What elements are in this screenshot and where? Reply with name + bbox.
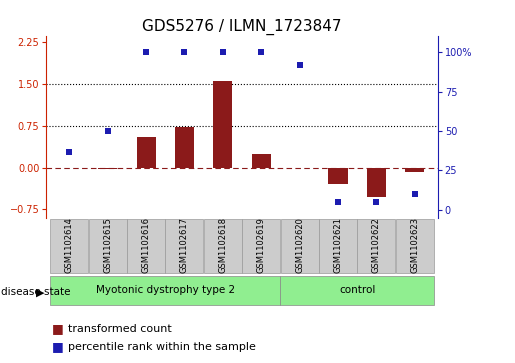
Point <box>219 49 227 55</box>
Bar <box>281 276 434 305</box>
Text: ▶: ▶ <box>36 287 45 297</box>
Bar <box>50 276 281 305</box>
Text: GSM1102620: GSM1102620 <box>295 217 304 273</box>
Text: ■: ■ <box>52 322 63 335</box>
Bar <box>329 168 348 184</box>
Text: GSM1102617: GSM1102617 <box>180 217 189 273</box>
Point <box>334 199 342 205</box>
Bar <box>89 219 127 273</box>
Bar <box>204 219 242 273</box>
Bar <box>50 219 89 273</box>
Bar <box>319 219 357 273</box>
Bar <box>281 219 319 273</box>
Bar <box>357 219 396 273</box>
Bar <box>242 219 280 273</box>
Point <box>65 148 74 154</box>
Text: GSM1102623: GSM1102623 <box>410 217 419 273</box>
Text: GSM1102618: GSM1102618 <box>218 217 227 273</box>
Text: GSM1102619: GSM1102619 <box>257 217 266 273</box>
Bar <box>213 81 232 168</box>
Text: control: control <box>339 285 375 295</box>
Bar <box>136 137 156 168</box>
Title: GDS5276 / ILMN_1723847: GDS5276 / ILMN_1723847 <box>142 19 342 35</box>
Bar <box>367 168 386 197</box>
Bar <box>127 219 165 273</box>
Point <box>142 49 150 55</box>
Bar <box>252 154 271 168</box>
Text: percentile rank within the sample: percentile rank within the sample <box>68 342 256 352</box>
Text: GSM1102615: GSM1102615 <box>103 217 112 273</box>
Bar <box>175 127 194 168</box>
Bar <box>396 219 434 273</box>
Text: GSM1102621: GSM1102621 <box>334 217 342 273</box>
Bar <box>165 219 203 273</box>
Text: GSM1102622: GSM1102622 <box>372 217 381 273</box>
Point <box>410 191 419 197</box>
Text: ■: ■ <box>52 340 63 353</box>
Text: GSM1102616: GSM1102616 <box>142 217 150 273</box>
Text: transformed count: transformed count <box>68 323 171 334</box>
Text: Myotonic dystrophy type 2: Myotonic dystrophy type 2 <box>96 285 235 295</box>
Text: disease state: disease state <box>1 287 71 297</box>
Bar <box>98 168 117 169</box>
Point <box>104 128 112 134</box>
Point <box>180 49 188 55</box>
Point <box>257 49 265 55</box>
Point <box>296 62 304 68</box>
Bar <box>405 168 424 172</box>
Text: GSM1102614: GSM1102614 <box>65 217 74 273</box>
Point <box>372 199 381 205</box>
